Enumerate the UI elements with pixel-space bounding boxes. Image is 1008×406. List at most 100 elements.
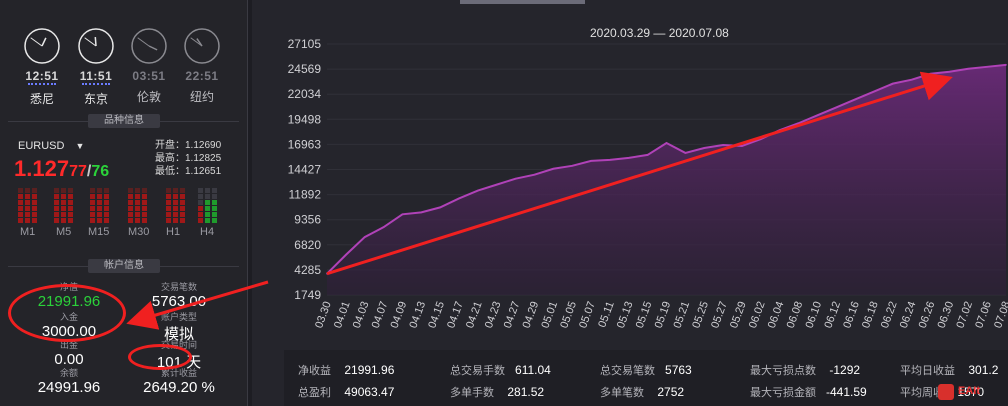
open-price: 开盘：1.12690 [155,140,222,151]
price-ask-pips: 76 [91,163,110,180]
strength-bar-segment [205,206,210,211]
strength-bar-segment [135,212,140,217]
strength-bar-segment [68,206,73,211]
symbol-name: EURUSD [18,140,65,152]
strength-bar-segment [54,200,59,205]
clock-city: 伦敦 [136,90,161,104]
clock-dots [28,83,56,88]
strength-bar-segment [180,218,185,223]
strength-bar-segment [173,218,178,223]
strength-bar-segment [18,194,23,199]
stat-max-loss-amount: 最大亏损金额 -441.59 [750,385,867,399]
strength-bar-segment [180,194,185,199]
top-scroll-indicator[interactable] [460,0,585,4]
strength-bar-segment [173,194,178,199]
strength-bar-segment [18,218,23,223]
strength-bar-segment [104,188,109,193]
clock-city: 纽约 [189,90,214,104]
strength-bar-segment [212,212,217,217]
strength-bar-segment [198,218,203,223]
strength-bar-segment [173,206,178,211]
world-clocks: 12:51 悉尼 11:51 东京 03:51 伦敦 22:51 纽约 [0,14,247,109]
strength-bar-segment [205,212,210,217]
clock-time: 11:51 [79,69,113,83]
strength-bar-segment [90,194,95,199]
timeframe-m30[interactable]: M30 [128,226,150,238]
strength-bar-segment [18,206,23,211]
strength-bar-segment [104,218,109,223]
strength-bar-segment [61,188,66,193]
strength-bar-segment [90,200,95,205]
stat-max-loss-points: 最大亏损点数 -1292 [750,363,861,377]
strength-bar-segment [61,212,66,217]
strength-bar-segment [104,200,109,205]
strength-bar-segment [142,194,147,199]
strength-bar-segment [61,218,66,223]
strength-bar-segment [90,206,95,211]
strength-bar-segment [25,200,30,205]
clock-time: 12:51 [25,69,59,83]
strength-bar-segment [212,194,217,199]
strength-bar-segment [128,194,133,199]
strength-bar-segment [97,212,102,217]
timeframe-m15[interactable]: M15 [88,226,110,238]
price-major: 1.127 [14,156,70,181]
symbol-selector[interactable]: EURUSD ▼ [18,140,84,152]
strength-bar-segment [32,194,37,199]
strength-bar-segment [166,188,171,193]
strength-bar-segment [54,206,59,211]
price-bid-pips: 77 [69,163,87,180]
timeframe-m5[interactable]: M5 [56,226,72,238]
clock-time: 03:51 [132,69,166,83]
strength-bar-segment [205,218,210,223]
strength-bar-segment [173,188,178,193]
account-section-header: 帐户信息 [88,259,160,273]
strength-bar-segment [104,194,109,199]
strength-bar-segment [198,200,203,205]
strength-bar-segment [97,206,102,211]
timeframe-h1[interactable]: H1 [166,226,181,238]
stat-total-lots: 总交易手数 611.04 [450,363,551,377]
strength-bar-segment [135,206,140,211]
highlight-ring-equity [8,284,126,342]
clock-sydney: 12:51 悉尼 [19,26,65,107]
timeframe-m1[interactable]: M1 [20,226,36,238]
clock-icon [184,28,220,64]
strength-bar-segment [25,188,30,193]
strength-bar-segment [32,206,37,211]
strength-bar-segment [90,218,95,223]
strength-bar-segment [61,200,66,205]
strength-bar-segment [97,188,102,193]
clock-dots [82,83,110,88]
strength-bar-segment [198,212,203,217]
strength-bar-segment [142,206,147,211]
strength-bar-segment [212,218,217,223]
price-separator: / [86,163,92,180]
strength-bar-segment [68,200,73,205]
strength-bar-segment [180,188,185,193]
strength-bar-segment [142,218,147,223]
strength-bar-segment [212,200,217,205]
strength-bar-segment [90,188,95,193]
ohl-info: 开盘：1.12690 最高：1.12825 最低：1.12651 [155,139,221,178]
chart-title: 2020.03.29 — 2020.07.08 [590,26,729,40]
stats-panel: 净收益 21991.96 总交易手数 611.04 总交易笔数 5763 最大亏… [284,350,1008,406]
clock-icon [131,28,167,64]
strength-bar-segment [32,218,37,223]
withdrawal: 出金 0.00 [54,340,84,368]
symbol-section-header: 品种信息 [88,114,160,128]
strength-bar-segment [128,212,133,217]
strength-bar-segment [198,188,203,193]
strength-bar-segment [180,200,185,205]
watermark-logo-icon [938,384,954,400]
strength-bar-segment [205,200,210,205]
strength-bar-segment [25,194,30,199]
strength-bar-segment [128,206,133,211]
strength-bar-segment [61,194,66,199]
strength-bar-segment [198,194,203,199]
strength-bar-segment [205,188,210,193]
strength-bar-segment [68,218,73,223]
timeframe-h4[interactable]: H4 [200,226,215,238]
strength-bar-segment [166,218,171,223]
stat-net-profit: 净收益 21991.96 [298,363,395,377]
